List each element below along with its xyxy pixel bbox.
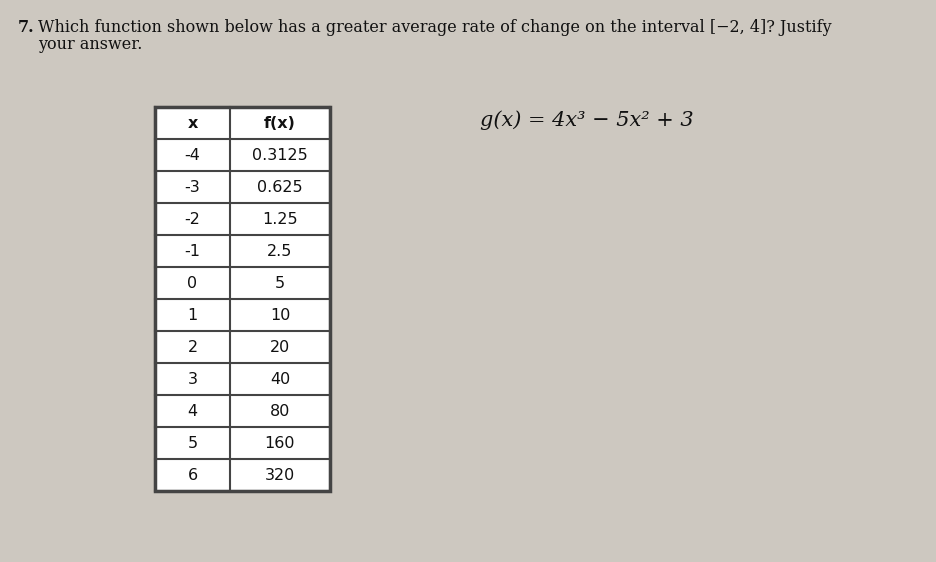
Text: 0.625: 0.625: [256, 179, 302, 194]
Bar: [154, 107, 329, 491]
Text: 2: 2: [187, 339, 197, 355]
Text: Which function shown below has a greater average rate of change on the interval : Which function shown below has a greater…: [38, 19, 831, 36]
Text: x: x: [187, 116, 197, 130]
Text: f(x): f(x): [264, 116, 296, 130]
Text: 160: 160: [265, 436, 295, 451]
Text: 10: 10: [270, 307, 290, 323]
Text: -4: -4: [184, 147, 200, 162]
Text: g(x) = 4x³ − 5x² + 3: g(x) = 4x³ − 5x² + 3: [479, 110, 693, 130]
Text: -1: -1: [184, 243, 200, 259]
Text: 80: 80: [270, 404, 290, 419]
Text: 5: 5: [274, 275, 285, 291]
Text: 0.3125: 0.3125: [252, 147, 308, 162]
Text: 40: 40: [270, 371, 290, 387]
Text: 1.25: 1.25: [262, 211, 298, 226]
Text: -2: -2: [184, 211, 200, 226]
Text: 2.5: 2.5: [267, 243, 292, 259]
Text: 3: 3: [187, 371, 197, 387]
Text: 7.: 7.: [18, 19, 35, 36]
Text: 6: 6: [187, 468, 197, 483]
Text: 20: 20: [270, 339, 290, 355]
Text: 5: 5: [187, 436, 197, 451]
Text: -3: -3: [184, 179, 200, 194]
Text: your answer.: your answer.: [38, 36, 142, 53]
Text: 0: 0: [187, 275, 197, 291]
Text: 4: 4: [187, 404, 197, 419]
Text: 1: 1: [187, 307, 197, 323]
Text: 320: 320: [265, 468, 295, 483]
Bar: [154, 107, 329, 491]
